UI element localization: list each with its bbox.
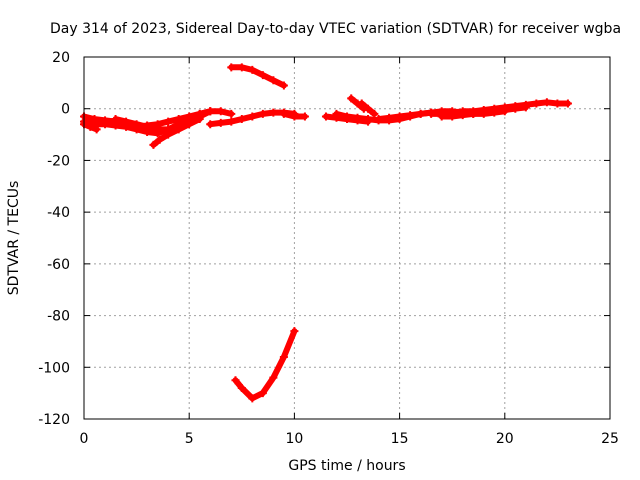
- data-point: [553, 99, 562, 108]
- y-tick-label: 20: [52, 50, 70, 66]
- x-tick-label: 20: [496, 431, 514, 447]
- data-point: [437, 112, 446, 121]
- y-tick-label: -100: [38, 360, 70, 376]
- data-point: [155, 135, 164, 144]
- data-point: [248, 65, 257, 74]
- data-point: [237, 115, 246, 124]
- data-point: [237, 383, 246, 392]
- data-point: [458, 111, 467, 120]
- data-point: [479, 108, 488, 117]
- data-point: [542, 98, 551, 107]
- data-point: [153, 125, 162, 134]
- data-point: [132, 120, 141, 129]
- data-point: [353, 113, 362, 122]
- data-point: [248, 394, 257, 403]
- x-tick-label: 25: [601, 431, 619, 447]
- data-point: [490, 107, 499, 116]
- y-tick-label: -40: [47, 205, 70, 221]
- data-point: [332, 109, 341, 118]
- data-point: [227, 109, 236, 118]
- data-point: [406, 111, 415, 120]
- data-point: [364, 104, 373, 113]
- data-point: [206, 120, 215, 129]
- data-point: [248, 112, 257, 121]
- data-point: [237, 63, 246, 72]
- data-point: [101, 120, 110, 129]
- data-point: [500, 106, 509, 115]
- data-point: [395, 112, 404, 121]
- data-point: [195, 115, 204, 124]
- data-point: [164, 130, 173, 139]
- series-arc-13: [357, 99, 379, 118]
- x-axis-label: GPS time / hours: [288, 458, 405, 474]
- data-point: [227, 117, 236, 126]
- x-tick-label: 0: [80, 431, 89, 447]
- y-tick-label: -20: [47, 153, 70, 169]
- x-tick-label: 5: [185, 431, 194, 447]
- data-point: [448, 112, 457, 121]
- data-point: [290, 112, 299, 121]
- series-arc-16: [437, 103, 530, 121]
- chart-title: Day 314 of 2023, Sidereal Day-to-day VTE…: [50, 21, 621, 37]
- data-point: [370, 109, 379, 118]
- data-point: [563, 99, 572, 108]
- data-point: [86, 122, 95, 131]
- data-point: [364, 115, 373, 124]
- series-arc-9: [279, 109, 309, 121]
- grid-lines: [84, 57, 610, 419]
- data-point: [290, 327, 299, 336]
- data-point: [279, 352, 288, 361]
- data-point: [216, 107, 225, 116]
- x-tick-label: 10: [285, 431, 303, 447]
- plot-frame: [83, 56, 611, 420]
- data-point: [269, 76, 278, 85]
- y-axis-label: SDTVAR / TECUs: [6, 181, 22, 296]
- data-point: [469, 109, 478, 118]
- series-line: [228, 64, 287, 89]
- data-point: [227, 63, 236, 72]
- data-point: [258, 71, 267, 80]
- data-series: [80, 63, 572, 403]
- data-point: [149, 140, 158, 149]
- data-point: [532, 99, 541, 108]
- data-point: [269, 373, 278, 382]
- y-tick-label: -60: [47, 257, 70, 273]
- data-point: [521, 103, 530, 112]
- data-point: [258, 109, 267, 118]
- data-point: [206, 107, 215, 116]
- data-point: [216, 118, 225, 127]
- data-point: [143, 122, 152, 131]
- axis-ticks: 0 5 10 15 20 25 20 0 -20 -40 -60 -80 -100 -120: [38, 50, 619, 447]
- series-arc-8: [231, 327, 299, 403]
- y-tick-label: -80: [47, 309, 70, 325]
- data-point: [258, 389, 267, 398]
- data-point: [231, 376, 240, 385]
- x-tick-label: 15: [391, 431, 409, 447]
- data-point: [92, 125, 101, 134]
- data-point: [427, 109, 436, 118]
- y-tick-label: 0: [61, 102, 70, 118]
- data-point: [357, 99, 366, 108]
- data-point: [279, 109, 288, 118]
- series-arc-5: [149, 115, 204, 149]
- data-point: [511, 104, 520, 113]
- data-point: [300, 112, 309, 121]
- data-point: [185, 120, 194, 129]
- data-point: [347, 94, 356, 103]
- series-arc-7: [227, 63, 288, 90]
- data-point: [122, 117, 131, 126]
- data-point: [269, 108, 278, 117]
- y-tick-label: -120: [38, 412, 70, 428]
- data-point: [174, 125, 183, 134]
- data-point: [279, 81, 288, 90]
- data-point: [321, 112, 330, 121]
- data-point: [164, 117, 173, 126]
- data-point: [416, 109, 425, 118]
- data-point: [374, 115, 383, 124]
- data-point: [111, 115, 120, 124]
- data-point: [385, 113, 394, 122]
- data-point: [343, 112, 351, 121]
